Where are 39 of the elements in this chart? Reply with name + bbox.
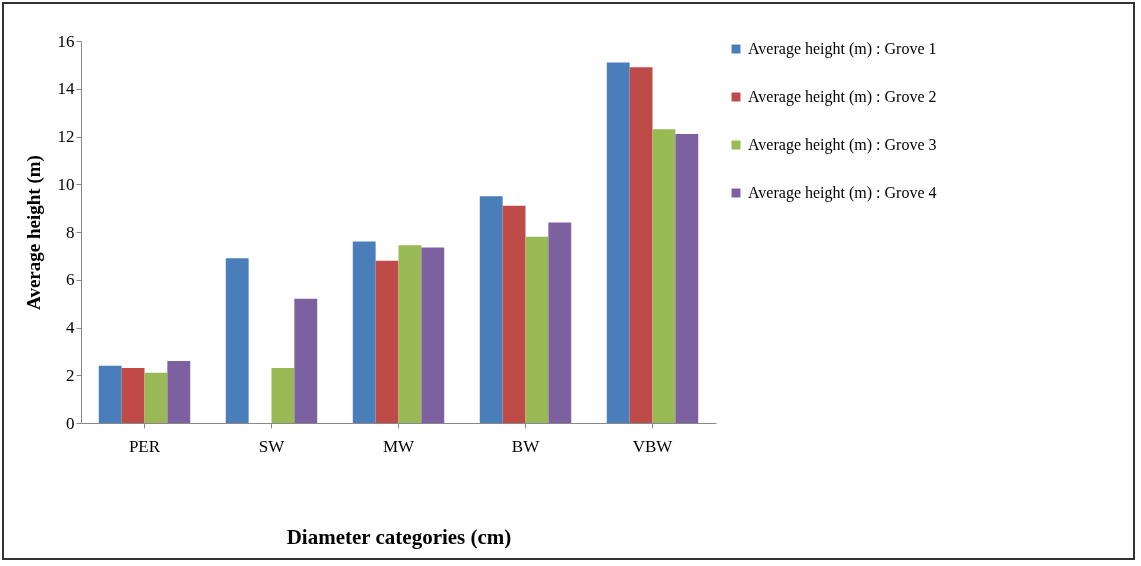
bar	[502, 205, 526, 423]
bar	[421, 247, 445, 423]
y-tick-label: 8	[66, 222, 75, 242]
x-tick-label: SW	[258, 436, 286, 456]
x-tick-label: PER	[128, 436, 161, 456]
y-tick-label: 4	[66, 318, 75, 337]
x-axis-title: Diameter categories (cm)	[286, 524, 512, 549]
y-tick-label: 14	[57, 79, 75, 99]
legend-label: Average height (m) : Grove 1	[748, 40, 937, 58]
y-axis-title: Average height (m)	[22, 155, 45, 310]
bar	[352, 241, 376, 423]
legend-label: Average height (m) : Grove 2	[748, 88, 937, 106]
y-tick-label: 0	[66, 413, 75, 433]
bar	[144, 372, 168, 423]
bar	[606, 62, 630, 423]
bar	[675, 134, 699, 423]
bar	[121, 368, 145, 423]
bar	[294, 298, 318, 423]
y-tick-label: 6	[66, 270, 75, 290]
y-tick-label: 12	[57, 127, 75, 146]
bar	[652, 129, 676, 423]
y-tick-label: 16	[57, 31, 75, 51]
bar	[271, 368, 295, 423]
bar	[525, 236, 549, 423]
y-tick-label: 2	[66, 365, 75, 385]
x-tick-label: BW	[511, 436, 541, 456]
bar	[98, 365, 122, 423]
bar	[629, 67, 653, 423]
bar	[548, 222, 572, 423]
bar	[167, 360, 191, 423]
x-tick-label: MW	[382, 436, 416, 456]
x-tick-label: VBW	[632, 436, 674, 456]
bar	[479, 196, 503, 423]
legend-label: Average height (m) : Grove 3	[748, 136, 937, 154]
bar	[225, 258, 249, 423]
bar	[398, 245, 422, 423]
y-tick-label: 10	[57, 174, 75, 194]
bar	[375, 260, 399, 423]
legend-label: Average height (m) : Grove 4	[748, 184, 937, 202]
